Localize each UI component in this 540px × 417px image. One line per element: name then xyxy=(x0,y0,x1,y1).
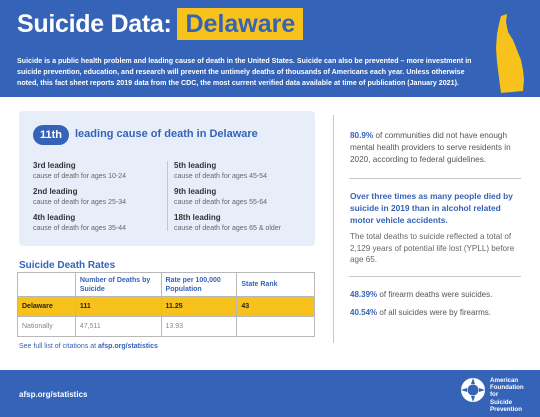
table-cell: 11.25 xyxy=(160,296,238,317)
section-divider xyxy=(349,178,521,179)
rank-item-sub: cause of death for ages 25-34 xyxy=(33,199,127,206)
citation-link[interactable]: afsp.org/statistics xyxy=(98,343,158,350)
suicide-firearm-pct: 40.54% xyxy=(350,308,378,317)
table-header-cell xyxy=(17,272,76,297)
suicide-firearm-fact: 40.54% of all suicides were by firearms. xyxy=(350,308,525,317)
header-banner: Suicide Data: Delaware Suicide is a publ… xyxy=(0,0,540,97)
rank-item-title: 3rd leading xyxy=(33,161,76,170)
table-cell: 43 xyxy=(236,296,315,317)
rank-label: leading cause of death in Delaware xyxy=(75,128,258,140)
logo-line: Suicide xyxy=(490,398,513,406)
suicide-firearm-text: of all suicides were by firearms. xyxy=(379,308,491,317)
rank-item-title: 2nd leading xyxy=(33,187,78,196)
table-header-cell: Number of Deaths by Suicide xyxy=(74,272,162,297)
rank-badge: 11th xyxy=(33,125,69,145)
citation-note: See full list of citations at afsp.org/s… xyxy=(19,343,158,350)
rank-item-title: 4th leading xyxy=(33,213,76,222)
table-cell: 13.93 xyxy=(160,316,238,337)
providers-fact: 80.9% of communities did not have enough… xyxy=(350,130,525,166)
rank-item-title: 5th leading xyxy=(174,161,217,170)
table-row-national: Nationally 47,511 13.93 xyxy=(17,316,315,337)
rank-item-title: 9th leading xyxy=(174,187,217,196)
table-row-state: Delaware 111 11.25 43 xyxy=(17,296,315,317)
state-name-badge: Delaware xyxy=(177,8,304,40)
rank-item: 18th leading cause of death for ages 65 … xyxy=(174,213,314,232)
rates-title: Suicide Death Rates xyxy=(19,260,116,271)
firearm-pct: 48.39% xyxy=(350,290,378,299)
logo-line: Foundation xyxy=(490,384,524,392)
logo-wordmark: American Foundation for Suicide Preventi… xyxy=(490,377,524,413)
rank-item: 4th leading cause of death for ages 35-4… xyxy=(33,213,173,232)
title-text: Suicide Data: xyxy=(17,9,172,38)
footer-bar: afsp.org/statistics American Foundation … xyxy=(0,370,540,417)
logo-line: American xyxy=(490,377,519,384)
page-title: Suicide Data: Delaware xyxy=(17,8,304,40)
rank-item-sub: cause of death for ages 45-54 xyxy=(174,173,268,180)
rank-item: 5th leading cause of death for ages 45-5… xyxy=(174,161,314,180)
rank-item: 3rd leading cause of death for ages 10-2… xyxy=(33,161,173,180)
table-cell: 47,511 xyxy=(74,316,162,337)
table-header-cell: Rate per 100,000 Population xyxy=(160,272,238,297)
table-header-cell: State Rank xyxy=(236,272,315,297)
table-cell: Nationally xyxy=(17,316,76,337)
delaware-map-icon xyxy=(496,14,524,93)
rank-item-sub: cause of death for ages 35-44 xyxy=(33,225,127,232)
vertical-divider xyxy=(333,115,334,343)
rank-item-sub: cause of death for ages 65 & older xyxy=(174,225,282,232)
table-cell: 111 xyxy=(74,296,162,317)
rates-table: Number of Deaths by Suicide Rate per 100… xyxy=(17,272,315,337)
column-divider xyxy=(167,161,168,231)
providers-pct: 80.9% xyxy=(350,131,374,140)
table-cell: Delaware xyxy=(17,296,76,317)
rank-item: 2nd leading cause of death for ages 25-3… xyxy=(33,187,173,206)
logo-line: for xyxy=(490,391,499,399)
footer-url-link[interactable]: afsp.org/statistics xyxy=(19,390,88,399)
section-divider xyxy=(349,276,521,277)
firearm-fact: 48.39% of firearm deaths were suicides. xyxy=(350,290,525,299)
table-header-row: Number of Deaths by Suicide Rate per 100… xyxy=(17,272,315,297)
citation-text: See full list of citations at xyxy=(19,343,97,350)
rank-item-sub: cause of death for ages 55-64 xyxy=(174,199,268,206)
table-cell xyxy=(236,316,315,337)
rank-item-sub: cause of death for ages 10-24 xyxy=(33,173,127,180)
firearm-text: of firearm deaths were suicides. xyxy=(379,290,493,299)
lifebuoy-logo-icon xyxy=(461,378,485,402)
ranking-card: 11th leading cause of death in Delaware … xyxy=(19,111,315,246)
logo-line: Prevention xyxy=(490,405,522,413)
rank-item: 9th leading cause of death for ages 55-6… xyxy=(174,187,314,206)
ypll-fact: The total deaths to suicide reflected a … xyxy=(350,232,515,264)
providers-text: of communities did not have enough menta… xyxy=(350,131,511,164)
alcohol-fact: Over three times as many people died by … xyxy=(350,191,513,225)
rank-item-title: 18th leading xyxy=(174,213,221,222)
intro-paragraph: Suicide is a public health problem and l… xyxy=(17,57,472,88)
